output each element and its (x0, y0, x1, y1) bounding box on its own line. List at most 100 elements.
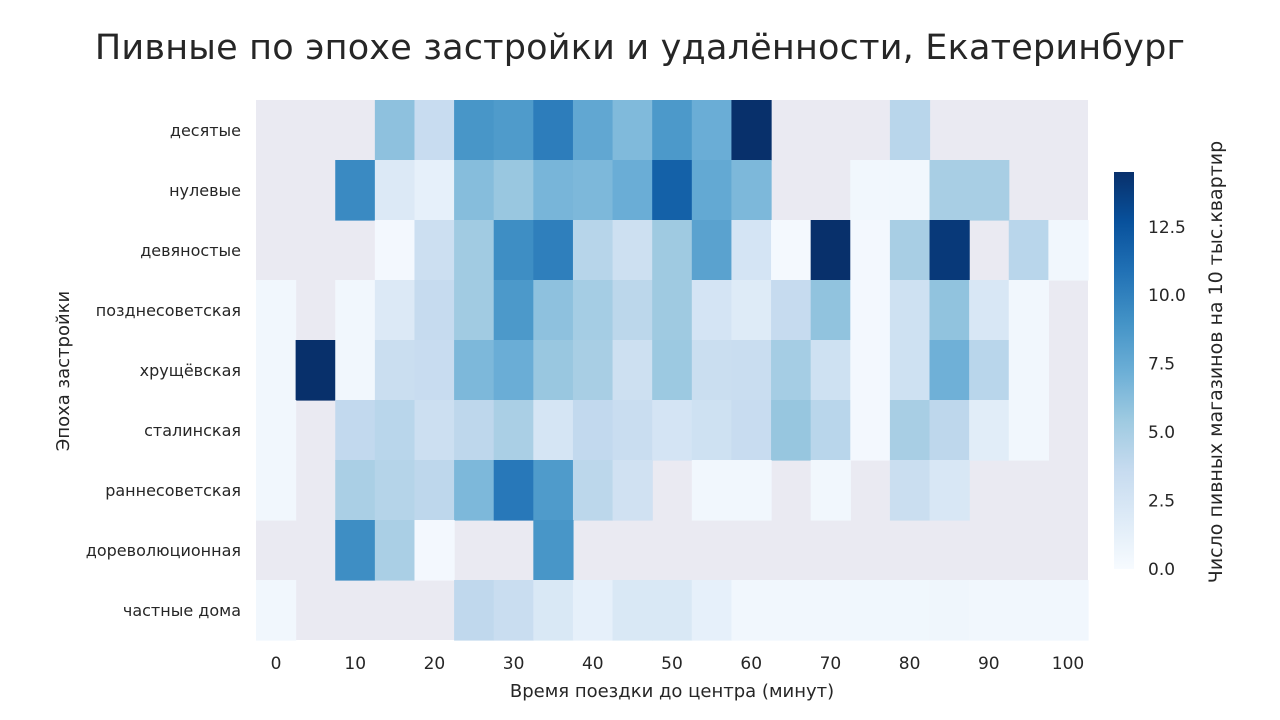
heatmap-cell (533, 340, 574, 401)
heatmap-cell (731, 460, 772, 521)
heatmap-cell (533, 220, 574, 281)
colorbar-tick-labels: 0.0 2.5 5.0 7.5 10.0 12.5 (1148, 218, 1186, 580)
heatmap-cell (731, 220, 772, 281)
colorbar-tick-label: 10.0 (1148, 286, 1186, 306)
heatmap-cell (969, 400, 1010, 461)
x-tick-label: 40 (582, 654, 604, 674)
heatmap-cell (652, 100, 693, 161)
heatmap-cell (335, 520, 376, 581)
heatmap-cell (335, 160, 376, 221)
heatmap-cell (493, 220, 534, 281)
y-tick-labels: десятые нулевые девяностые позднесоветская х… (86, 121, 241, 620)
heatmap-cell (374, 520, 416, 581)
heatmap-cell (652, 160, 693, 221)
heatmap-cell (969, 580, 1010, 641)
heatmap-cell (572, 160, 614, 221)
heatmap-cell (374, 400, 416, 461)
heatmap-cell (414, 340, 455, 401)
x-tick-labels: 0 10 20 30 40 50 60 70 80 90 100 (271, 654, 1085, 674)
heatmap-cell (612, 100, 653, 161)
heatmap-cell (256, 460, 297, 521)
y-axis-label: Эпоха застройки (53, 291, 74, 451)
heatmap-cell (533, 160, 574, 221)
heatmap-cell (652, 280, 693, 341)
heatmap-cell (414, 460, 455, 521)
heatmap-cell (256, 280, 297, 341)
heatmap-cell (889, 340, 931, 401)
heatmap-cell (850, 280, 891, 341)
heatmap-cell (454, 280, 495, 341)
x-tick-label: 0 (271, 654, 282, 674)
heatmap-cell (1008, 340, 1049, 401)
heatmap-cell (612, 400, 653, 461)
heatmap-cell (454, 460, 495, 521)
heatmap-cell (810, 580, 851, 641)
heatmap-cell (1008, 220, 1049, 281)
heatmap-cell (612, 220, 653, 281)
colorbar-tick-label: 12.5 (1148, 218, 1186, 238)
heatmap-cell (731, 400, 772, 461)
heatmap-cell (533, 400, 574, 461)
heatmap-cell (691, 580, 733, 641)
x-tick-label: 10 (344, 654, 366, 674)
heatmap-cell (1008, 400, 1049, 461)
colorbar-tick-label: 2.5 (1148, 492, 1175, 512)
heatmap-cell (929, 160, 970, 221)
heatmap-cell (810, 280, 851, 341)
heatmap-cell (493, 400, 534, 461)
heatmap-cell (414, 100, 455, 161)
x-tick-label: 60 (740, 654, 762, 674)
heatmap-cell (533, 280, 574, 341)
heatmap-cell (1008, 580, 1049, 641)
heatmap-cell (731, 280, 772, 341)
heatmap-cell (572, 460, 614, 521)
heatmap-cell (810, 340, 851, 401)
heatmap-cell (889, 100, 931, 161)
heatmap-cell (691, 160, 733, 221)
heatmap-cell (850, 220, 891, 281)
heatmap-cell (454, 100, 495, 161)
heatmap-cell (533, 580, 574, 641)
y-tick-label: девяностые (140, 241, 241, 260)
colorbar-tick-label: 5.0 (1148, 423, 1175, 443)
heatmap-cell (810, 460, 851, 521)
heatmap-cell (374, 220, 416, 281)
heatmap-cell (572, 340, 614, 401)
heatmap-cell (493, 460, 534, 521)
heatmap-cell (929, 220, 970, 281)
heatmap-cell (256, 400, 297, 461)
heatmap-cell (414, 160, 455, 221)
heatmap-cell (295, 340, 336, 401)
y-tick-label: раннесоветская (105, 481, 241, 500)
heatmap-cell (691, 100, 733, 161)
heatmap-cell (771, 400, 812, 461)
y-tick-label: десятые (170, 121, 241, 140)
heatmap-cell (889, 220, 931, 281)
heatmap-cell (335, 400, 376, 461)
heatmap-cell (414, 280, 455, 341)
heatmap-cell (374, 100, 416, 161)
heatmap-cell (374, 460, 416, 521)
heatmap-cell (572, 280, 614, 341)
y-tick-label: хрущёвская (140, 361, 241, 380)
heatmap-cell (493, 580, 534, 641)
heatmap-cell (533, 520, 574, 581)
heatmap-cell (493, 160, 534, 221)
heatmap-cell (810, 400, 851, 461)
heatmap-cell (612, 280, 653, 341)
heatmap-cell (929, 280, 970, 341)
chart-title: Пивные по эпохе застройки и удалённости,… (94, 28, 1186, 68)
heatmap-cell (652, 220, 693, 281)
heatmap-cell (493, 100, 534, 161)
heatmap-cell (691, 400, 733, 461)
heatmap-cell (414, 220, 455, 281)
heatmap-cell (572, 400, 614, 461)
heatmap-cell (414, 520, 455, 581)
x-tick-label: 20 (424, 654, 446, 674)
heatmap-cell (929, 580, 970, 641)
heatmap-cell (612, 580, 653, 641)
heatmap-cell (691, 280, 733, 341)
heatmap-cell (771, 340, 812, 401)
x-tick-label: 30 (503, 654, 525, 674)
